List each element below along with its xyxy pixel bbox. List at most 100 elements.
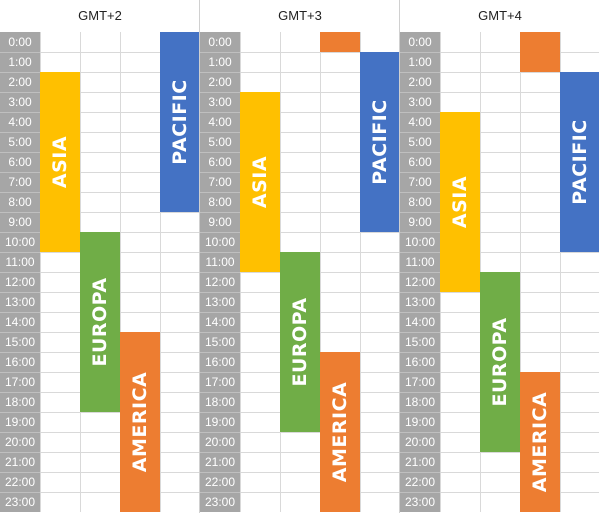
hour-column-line bbox=[0, 92, 40, 93]
hour-column-line bbox=[200, 212, 240, 213]
hour-label: 18:00 bbox=[404, 395, 436, 409]
hour-label: 7:00 bbox=[208, 175, 232, 189]
hour-label: 11:00 bbox=[5, 255, 35, 269]
region-label: ASIA bbox=[249, 155, 271, 209]
region-block-america: AMERICA bbox=[520, 372, 560, 512]
hour-label: 12:00 bbox=[404, 275, 436, 289]
hour-label: 17:00 bbox=[404, 375, 436, 389]
hour-label: 8:00 bbox=[408, 195, 432, 209]
hour-column-line bbox=[400, 72, 440, 73]
hour-label: 4:00 bbox=[8, 115, 32, 129]
hour-label: 21:00 bbox=[404, 455, 436, 469]
hour-label: 9:00 bbox=[408, 215, 432, 229]
hour-label: 6:00 bbox=[8, 155, 32, 169]
grid-row-line bbox=[400, 92, 599, 93]
hour-label: 14:00 bbox=[4, 315, 36, 329]
hour-column-line bbox=[0, 292, 40, 293]
grid-row-line bbox=[400, 132, 599, 133]
hour-column-line bbox=[200, 472, 240, 473]
grid-row-line bbox=[0, 432, 200, 433]
hour-label: 0:00 bbox=[8, 35, 32, 49]
hour-label: 18:00 bbox=[4, 395, 36, 409]
grid-row-line bbox=[400, 192, 599, 193]
hour-label: 16:00 bbox=[4, 355, 36, 369]
hour-label: 4:00 bbox=[408, 115, 432, 129]
grid-row-line bbox=[400, 52, 599, 53]
hour-column-line bbox=[400, 92, 440, 93]
hour-column-line bbox=[0, 52, 40, 53]
hour-column-line bbox=[0, 192, 40, 193]
hour-label: 9:00 bbox=[8, 215, 32, 229]
region-label: EUROPA bbox=[89, 277, 111, 367]
region-block-america: AMERICA bbox=[320, 352, 360, 512]
region-block-asia: ASIA bbox=[240, 92, 280, 272]
hour-column-line bbox=[200, 292, 240, 293]
hour-column-line bbox=[0, 272, 40, 273]
hour-column-line bbox=[0, 72, 40, 73]
panel-title: GMT+2 bbox=[78, 8, 122, 23]
hour-label: 17:00 bbox=[204, 375, 236, 389]
grid-row-line bbox=[400, 492, 599, 493]
region-block-america bbox=[320, 32, 360, 52]
grid-row-line bbox=[200, 192, 400, 193]
hour-label: 2:00 bbox=[8, 75, 32, 89]
hour-label: 19:00 bbox=[4, 415, 36, 429]
hour-label: 23:00 bbox=[4, 495, 36, 509]
hour-column-line bbox=[200, 492, 240, 493]
grid-row-line bbox=[200, 492, 400, 493]
hour-column-line bbox=[0, 152, 40, 153]
grid-row-line bbox=[200, 172, 400, 173]
hour-label: 22:00 bbox=[204, 475, 236, 489]
region-block-america bbox=[520, 32, 560, 72]
grid-row-line bbox=[0, 132, 200, 133]
hour-column-line bbox=[400, 332, 440, 333]
timezone-panel: GMT+2 0:00 1:00 2:00 3:00 4:00 5:00 6:00 7:00 8:0… bbox=[0, 0, 200, 513]
hour-label: 10:00 bbox=[4, 235, 36, 249]
hour-label: 22:00 bbox=[4, 475, 36, 489]
panel-divider bbox=[199, 0, 200, 513]
hour-label: 11:00 bbox=[405, 255, 435, 269]
hour-label: 22:00 bbox=[404, 475, 436, 489]
hour-label: 20:00 bbox=[404, 435, 436, 449]
region-label: AMERICA bbox=[129, 371, 151, 473]
region-block-europa: EUROPA bbox=[80, 232, 120, 412]
grid-row-line bbox=[0, 212, 200, 213]
hour-label: 1:00 bbox=[408, 55, 432, 69]
hour-column-line bbox=[400, 412, 440, 413]
hour-label: 7:00 bbox=[408, 175, 432, 189]
hour-label: 9:00 bbox=[208, 215, 232, 229]
hour-label: 6:00 bbox=[408, 155, 432, 169]
timezone-panel: GMT+3 0:00 1:00 2:00 3:00 4:00 5:00 6:00 7:00 8:0… bbox=[200, 0, 400, 513]
hour-column-line bbox=[200, 132, 240, 133]
hour-column-line bbox=[400, 192, 440, 193]
hour-label: 13:00 bbox=[204, 295, 236, 309]
region-label: EUROPA bbox=[489, 317, 511, 407]
hour-column-line bbox=[0, 172, 40, 173]
hour-column-line bbox=[200, 192, 240, 193]
hour-column-line bbox=[400, 312, 440, 313]
grid-row-line bbox=[400, 212, 599, 213]
grid-row-line bbox=[0, 472, 200, 473]
hour-column-line bbox=[0, 372, 40, 373]
hour-label: 15:00 bbox=[404, 335, 436, 349]
hour-column-line bbox=[400, 152, 440, 153]
hour-column-line bbox=[400, 292, 440, 293]
hour-label: 12:00 bbox=[204, 275, 236, 289]
hour-grid: 0:00 1:00 2:00 3:00 4:00 5:00 6:00 7:00 8:00 9:00… bbox=[200, 32, 400, 512]
grid-row-line bbox=[400, 152, 599, 153]
grid-row-line bbox=[0, 492, 200, 493]
hour-label: 20:00 bbox=[204, 435, 236, 449]
hour-label: 0:00 bbox=[408, 35, 432, 49]
hour-label: 2:00 bbox=[408, 75, 432, 89]
hour-column-line bbox=[200, 392, 240, 393]
hour-column-line bbox=[200, 232, 240, 233]
grid-row-line bbox=[400, 112, 599, 113]
region-block-america: AMERICA bbox=[120, 332, 160, 512]
hour-column-line bbox=[0, 412, 40, 413]
hour-label: 7:00 bbox=[8, 175, 32, 189]
hour-label: 2:00 bbox=[208, 75, 232, 89]
hour-label: 18:00 bbox=[204, 395, 236, 409]
hour-column-line bbox=[400, 232, 440, 233]
hour-column-line bbox=[400, 432, 440, 433]
hour-label: 5:00 bbox=[8, 135, 32, 149]
